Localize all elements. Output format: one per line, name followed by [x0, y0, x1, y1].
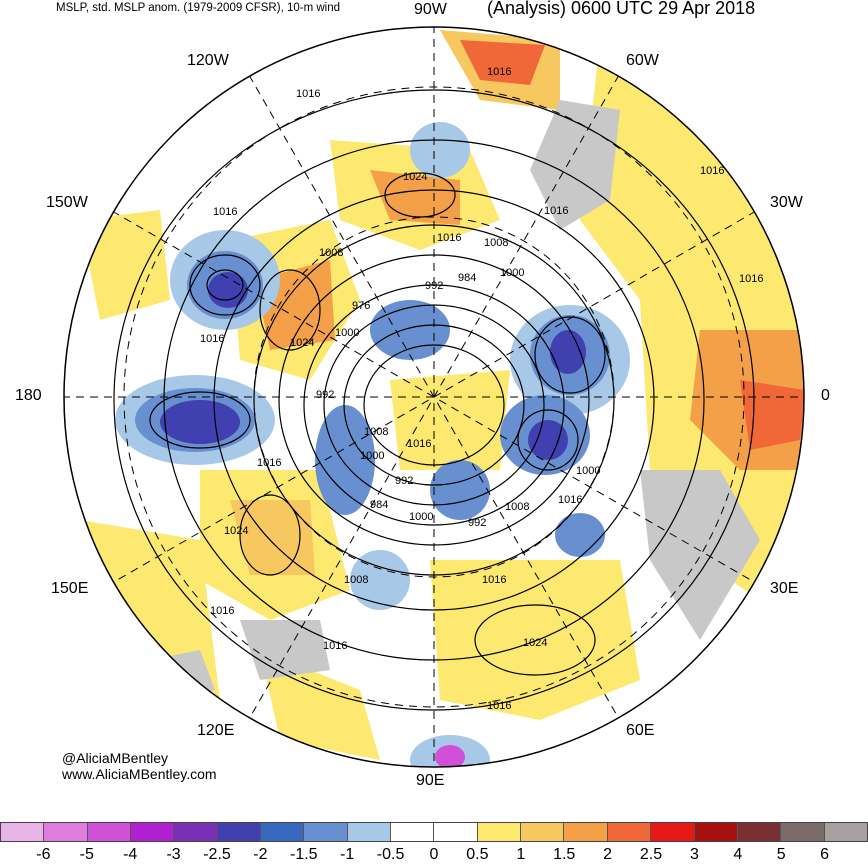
lon-label-90w: 90W — [414, 1, 447, 18]
lon-label-30w: 30W — [770, 194, 803, 211]
colorbar-cell — [44, 822, 88, 842]
isobar-label: 992 — [395, 475, 413, 487]
colorbar-tick-label: 0.5 — [466, 846, 489, 863]
colorbar-cell — [651, 822, 695, 842]
negative-anomaly-fill — [115, 122, 630, 767]
colorbar-tick-label: -0.5 — [376, 846, 405, 863]
isobar-label: 1000 — [335, 327, 359, 339]
isobar-label: 984 — [370, 499, 388, 511]
colorbar-cell — [87, 822, 132, 842]
colorbar-tick-label: 4 — [733, 846, 743, 863]
credit-website: www.AliciaMBentley.com — [62, 766, 217, 782]
isobar-label: 1000 — [360, 450, 384, 462]
colorbar-cell — [131, 822, 175, 842]
isobar-label: 1016 — [323, 640, 347, 652]
colorbar-tick-label: -2.5 — [203, 846, 231, 863]
lat-lon-grid — [64, 27, 804, 767]
colorbar-tick-label: 1.5 — [553, 846, 576, 863]
colorbar-tick-label: 5 — [776, 846, 786, 863]
colorbar-cell — [824, 822, 868, 842]
isobar-label: 1008 — [505, 501, 529, 513]
isobar-label: 1024 — [224, 525, 248, 537]
isobar-label: 1008 — [344, 574, 368, 586]
colorbar-cell — [261, 822, 305, 842]
isobar-label: 1016 — [487, 66, 511, 78]
map-disc — [64, 27, 804, 767]
anomaly-colorbar — [0, 822, 868, 842]
lon-label-30e: 30E — [770, 580, 799, 597]
isobar-label: 1016 — [200, 333, 224, 345]
colorbar-tick-label: -1.5 — [290, 846, 318, 863]
isobar-label: 1008 — [319, 247, 343, 259]
isobar-label: 1016 — [739, 273, 763, 285]
lon-label-90e: 90E — [416, 772, 445, 789]
colorbar-tick-label: -1 — [340, 846, 355, 863]
lon-label-150e: 150E — [51, 580, 89, 597]
isobar-label: 1000 — [500, 267, 524, 279]
colorbar-cell — [391, 822, 435, 842]
colorbar-tick-label: 2.5 — [639, 846, 663, 863]
isobar-label: 1008 — [364, 426, 388, 438]
isobar-label: 1016 — [544, 205, 568, 217]
colorbar-cell — [607, 822, 652, 842]
colorbar-cell — [347, 822, 392, 842]
isobar-label: 1016 — [296, 88, 320, 100]
lon-label-150w: 150W — [46, 194, 88, 211]
colorbar-tick-label: -6 — [36, 846, 51, 863]
positive-anomaly-fill — [80, 30, 804, 760]
lon-label-60w: 60W — [626, 52, 659, 69]
isobar-label: 1016 — [213, 206, 237, 218]
credit-handle: @AliciaMBentley — [62, 750, 169, 766]
isobar-label: 1000 — [409, 511, 433, 523]
isobar-label: 1016 — [487, 700, 511, 712]
lon-label-120e: 120E — [197, 722, 235, 739]
isobar-labels: 1016 1016 1016 1024 1016 1008 1016 1008 … — [200, 66, 763, 712]
colorbar-cell — [217, 822, 262, 842]
isobar-label: 1016 — [558, 494, 582, 506]
colorbar-tick-label: 6 — [820, 846, 830, 863]
isobar-label: 1024 — [523, 637, 547, 649]
isobar-label: 992 — [468, 517, 486, 529]
isobar-label: 1024 — [403, 171, 427, 183]
colorbar-tick-label: 0 — [429, 846, 439, 863]
colorbar-tick-label: -4 — [123, 846, 138, 863]
isobar-label: 1016 — [700, 165, 724, 177]
map-boundary — [63, 26, 805, 768]
colorbar-tick-label: -5 — [79, 846, 94, 863]
colorbar-cell — [781, 822, 825, 842]
isobar-label: 984 — [458, 272, 476, 284]
isobar-label: 1024 — [290, 337, 314, 349]
colorbar-cell — [737, 822, 782, 842]
lon-label-0: 0 — [821, 387, 830, 404]
isobar-label: 1016 — [210, 605, 234, 617]
colorbar-tick-label: -2 — [253, 846, 268, 863]
analysis-time: (Analysis) 0600 UTC 29 Apr 2018 — [487, 0, 756, 18]
isobar-label: 1016 — [407, 438, 431, 450]
colorbar-cell — [304, 822, 348, 842]
isobar-label: 992 — [425, 280, 443, 292]
isobar-label: 1016 — [482, 574, 506, 586]
colorbar-cell — [564, 822, 608, 842]
isobar-label: 1016 — [257, 457, 281, 469]
colorbar-cell — [694, 822, 738, 842]
colorbar-tick-label: 3 — [689, 846, 699, 863]
lon-label-120w: 120W — [187, 52, 229, 69]
colorbar-cell — [434, 822, 478, 842]
colorbar-tick-label: 1 — [516, 846, 526, 863]
lon-label-180: 180 — [15, 387, 42, 404]
isobar-label: 1000 — [576, 465, 600, 477]
colorbar-cell — [521, 822, 565, 842]
isobar-label: 992 — [316, 389, 334, 401]
map-title: MSLP, std. MSLP anom. (1979-2009 CFSR), … — [56, 2, 341, 14]
lon-label-60e: 60E — [626, 722, 655, 739]
isobar-label: 976 — [352, 300, 370, 312]
isobar-label: 1016 — [437, 232, 461, 244]
colorbar-tick-label: -3 — [166, 846, 181, 863]
colorbar-cell — [0, 822, 45, 842]
colorbar-tick-label: 2 — [603, 846, 613, 863]
colorbar-cell — [174, 822, 218, 842]
isobar-label: 1008 — [484, 237, 508, 249]
colorbar-cell — [477, 822, 522, 842]
